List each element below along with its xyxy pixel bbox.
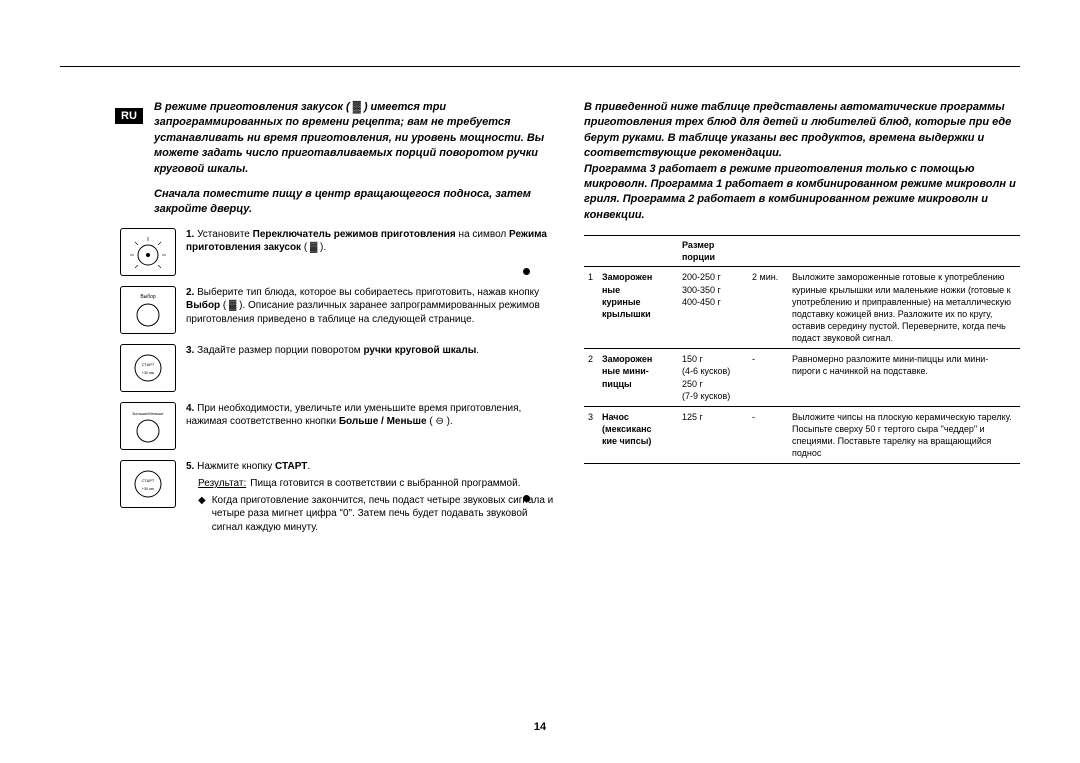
step-text: Выберите тип блюда, которое вы собираете…	[197, 287, 539, 298]
start-dial-icon: СТАРТ +30 сек	[120, 344, 176, 392]
cell-portion: 150 г (4-6 кусков) 250 г (7-9 кусков)	[678, 349, 748, 407]
step-bold: Переключатель режимов приготовления	[253, 229, 456, 240]
more-less-dial-icon: Больше/Меньше	[120, 402, 176, 450]
start-dial-icon-2: СТАРТ +30 сек	[120, 460, 176, 508]
step-number: 5.	[186, 461, 194, 472]
svg-text:СТАРТ: СТАРТ	[142, 478, 155, 483]
right-intro: В приведенной ниже таблице представлены …	[584, 100, 1020, 223]
result-text: Пища готовится в соответствии с выбранно…	[250, 477, 520, 491]
result-label: Результат:	[198, 477, 246, 491]
cell-rec: Выложите чипсы на плоскую керамическую т…	[788, 406, 1020, 464]
step-3: СТАРТ +30 сек 3. Задайте размер порции по…	[120, 344, 556, 392]
svg-text:+30 сек: +30 сек	[142, 371, 155, 375]
svg-text:Больше/Меньше: Больше/Меньше	[132, 411, 164, 416]
th-blank1	[584, 236, 598, 267]
bullet-text: Когда приготовление закончится, печь под…	[212, 494, 556, 535]
binding-dot-icon	[523, 268, 530, 275]
svg-text:Выбор: Выбор	[140, 294, 156, 300]
th-blank4	[788, 236, 1020, 267]
left-intro-1: В режиме приготовления закусок ( ▓ ) име…	[120, 100, 556, 177]
th-blank3	[748, 236, 788, 267]
cell-n: 2	[584, 349, 598, 407]
table-row: 2 Заморожен ные мини- пиццы 150 г (4-6 к…	[584, 349, 1020, 407]
cell-food: Начос (мексиканс кие чипсы)	[598, 406, 678, 464]
cell-portion: 125 г	[678, 406, 748, 464]
step-4: Больше/Меньше 4. При необходимости, увел…	[120, 402, 556, 450]
step-text: .	[307, 461, 310, 472]
rule-top	[60, 66, 1020, 67]
step-number: 1.	[186, 229, 194, 240]
left-intro-2: Сначала поместите пищу в центр вращающег…	[120, 187, 556, 218]
step-bold: Больше / Меньше	[339, 416, 427, 427]
step-text: Задайте размер порции поворотом	[197, 345, 363, 356]
cell-food: Заморожен ные мини- пиццы	[598, 349, 678, 407]
step-number: 2.	[186, 287, 194, 298]
cell-n: 1	[584, 267, 598, 349]
svg-text:СТАРТ: СТАРТ	[142, 362, 155, 367]
svg-text:+30 сек: +30 сек	[142, 487, 155, 491]
steps-list: 1. Установите Переключатель режимов приг…	[120, 228, 556, 535]
bullet-row: ◆ Когда приготовление закончится, печь п…	[186, 494, 556, 535]
right-column: В приведенной ниже таблице представлены …	[584, 100, 1020, 534]
content-columns: В режиме приготовления закусок ( ▓ ) име…	[120, 100, 1020, 534]
cell-n: 3	[584, 406, 598, 464]
step-text: ( ▓ ). Описание различных заранее запрог…	[186, 300, 540, 325]
step-text: ( ▓ ).	[301, 242, 326, 253]
binding-dot-icon	[523, 495, 530, 502]
cell-rec: Равномерно разложите мини-пиццы или мини…	[788, 349, 1020, 407]
result-row: Результат: Пища готовится в соответствии…	[186, 477, 556, 491]
cell-portion: 200-250 г 300-350 г 400-450 г	[678, 267, 748, 349]
table-row: 1 Заморожен ные куриные крылышки 200-250…	[584, 267, 1020, 349]
mode-dial-icon	[120, 228, 176, 276]
page-number: 14	[0, 721, 1080, 733]
cell-rec: Выложите замороженные готовые к употребл…	[788, 267, 1020, 349]
bullet-icon: ◆	[198, 494, 206, 535]
programs-table: Размер порции 1 Заморожен ные куриные кр…	[584, 235, 1020, 464]
step-bold: ручки круговой шкалы	[363, 345, 476, 356]
vybor-dial-icon: Выбор	[120, 286, 176, 334]
step-bold: Выбор	[186, 300, 220, 311]
cell-time: 2 мин.	[748, 267, 788, 349]
left-column: В режиме приготовления закусок ( ▓ ) име…	[120, 100, 556, 534]
th-portion: Размер порции	[678, 236, 748, 267]
step-text: Нажмите кнопку	[197, 461, 275, 472]
cell-food: Заморожен ные куриные крылышки	[598, 267, 678, 349]
table-row: 3 Начос (мексиканс кие чипсы) 125 г - Вы…	[584, 406, 1020, 464]
step-5: СТАРТ +30 сек 5. Нажмите кнопку СТАРТ. Ре…	[120, 460, 556, 535]
step-number: 3.	[186, 345, 194, 356]
step-text: .	[476, 345, 479, 356]
step-text: ( ⊖ ).	[427, 416, 453, 427]
cell-time: -	[748, 349, 788, 407]
step-text: на символ	[456, 229, 509, 240]
th-blank2	[598, 236, 678, 267]
step-text: Установите	[197, 229, 253, 240]
step-1: 1. Установите Переключатель режимов приг…	[120, 228, 556, 276]
step-2: Выбор 2. Выберите тип блюда, которое вы …	[120, 286, 556, 334]
cell-time: -	[748, 406, 788, 464]
step-bold: СТАРТ	[275, 461, 307, 472]
step-number: 4.	[186, 403, 194, 414]
